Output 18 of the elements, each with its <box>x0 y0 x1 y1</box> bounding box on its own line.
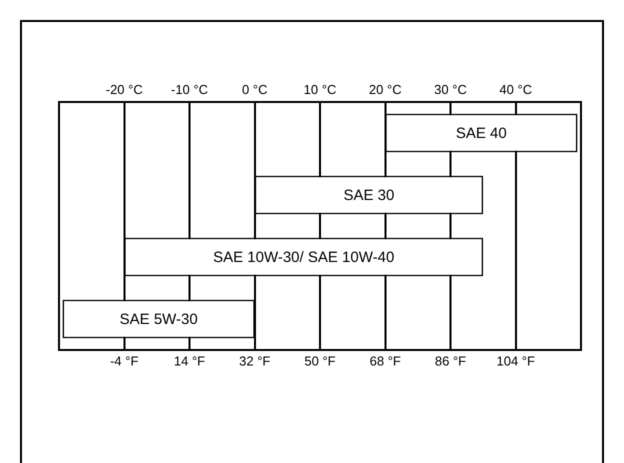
x2-tick-label: 10 °C <box>304 82 336 97</box>
x-tick-label: 104 °F <box>496 353 536 368</box>
x-tick-label: 50 °F <box>304 353 336 368</box>
x2-tick-label: 40 °C <box>499 82 532 97</box>
x-tick-label: 86 °F <box>434 353 466 368</box>
y-tick-label: SAE 10W-30/ SAE 10W-40 <box>213 249 394 266</box>
x-tick-label: 68 °F <box>370 353 401 368</box>
x2-tick-label: 0 °C <box>242 82 268 97</box>
x-tick-label: 14 °F <box>174 353 206 368</box>
x-tick-label: -4 °F <box>110 353 138 368</box>
y-tick-label: SAE 5W-30 <box>120 311 198 328</box>
x-tick-label: 32 °F <box>239 353 270 368</box>
x2-tick-label: 30 °C <box>434 82 467 97</box>
y-tick-label: SAE 40 <box>456 125 507 142</box>
x2-tick-label: -20 °C <box>106 82 143 97</box>
x2-tick-label: -10 °C <box>171 82 208 97</box>
y-tick-label: SAE 30 <box>344 187 394 204</box>
x2-tick-label: 20 °C <box>368 82 402 97</box>
